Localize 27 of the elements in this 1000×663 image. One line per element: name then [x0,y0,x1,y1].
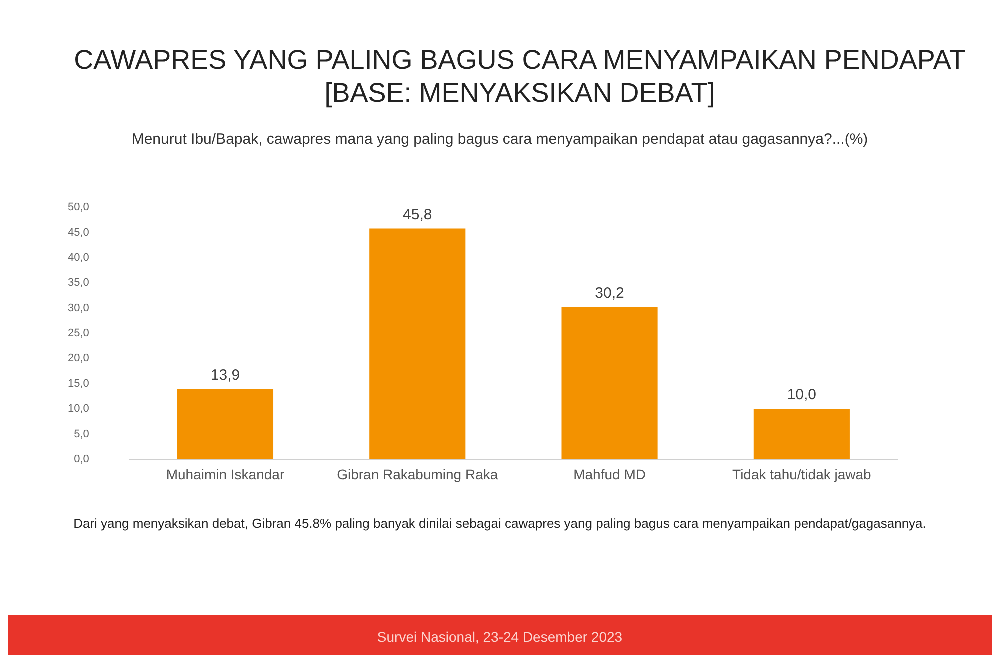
chart-subtitle: Menurut Ibu/Bapak, cawapres mana yang paling bagus cara menyampaikan pendapat atau gagasannya?...(%) [130,130,870,149]
y-tick-label: 10,0 [68,403,90,416]
y-tick-label: 30,0 [68,302,90,314]
x-tick-label: Tidak tahu/tidak jawab [732,466,872,483]
y-tick-label: 25,0 [68,328,90,340]
y-tick-label: 0,0 [74,453,90,466]
y-tick-label: 45,0 [68,226,90,239]
bar [562,307,658,460]
data-label: 30,2 [595,284,624,302]
y-tick-label: 5,0 [74,428,90,440]
text: Survei Nasional, 23-24 Desember 2023 [8,615,992,655]
y-tick-label: 35,0 [68,277,90,290]
text: Dari yang menyaksikan debat, Gibran 45.8% paling banyak dinilai sebagai cawapres yang paling bagus cara menyampaikan pendapat/gagasannya. [72,516,928,532]
bar [370,228,466,460]
y-tick-label: 40,0 [68,252,90,264]
bar [177,389,274,460]
data-label: 45,8 [403,206,432,224]
y-tick-label: 15,0 [68,378,90,390]
y-tick-label: 50,0 [68,202,90,214]
bar [754,409,850,460]
x-tick-label: Gibran Rakabuming Raka [337,466,498,483]
x-tick-label: Mahfud MD [574,466,646,483]
chart-title: CAWAPRES YANG PALING BAGUS CARA MENYAMPAIKAN PENDAPAT [BASE: MENYAKSIKAN DEBAT] [73,44,967,110]
data-label: 13,9 [210,367,240,384]
data-label: 10,0 [787,386,817,404]
y-tick-label: 20,0 [68,352,90,365]
x-tick-label: Muhaimin Iskandar [166,466,285,483]
